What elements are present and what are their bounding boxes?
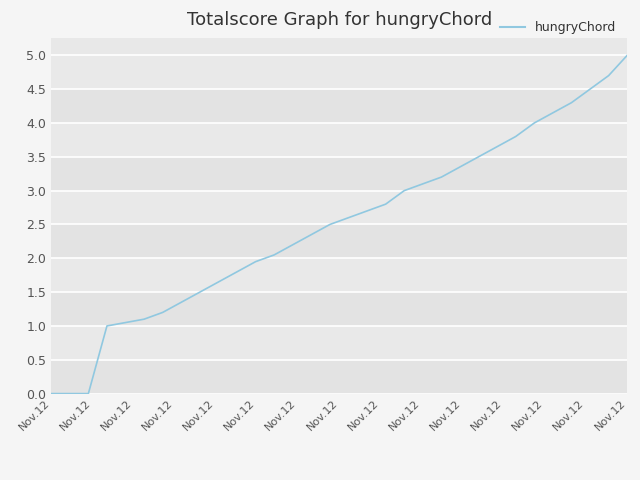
Bar (51, 157, 627, 191)
Bar (51, 191, 627, 225)
Legend: hungryChord: hungryChord (495, 16, 621, 39)
Bar (51, 123, 627, 157)
Bar (51, 326, 627, 360)
Bar (51, 89, 627, 123)
Title: Totalscore Graph for hungryChord: Totalscore Graph for hungryChord (187, 11, 492, 28)
Bar (51, 225, 627, 258)
Bar (51, 360, 627, 394)
Bar (51, 292, 627, 326)
Bar (51, 55, 627, 89)
Bar (51, 258, 627, 292)
